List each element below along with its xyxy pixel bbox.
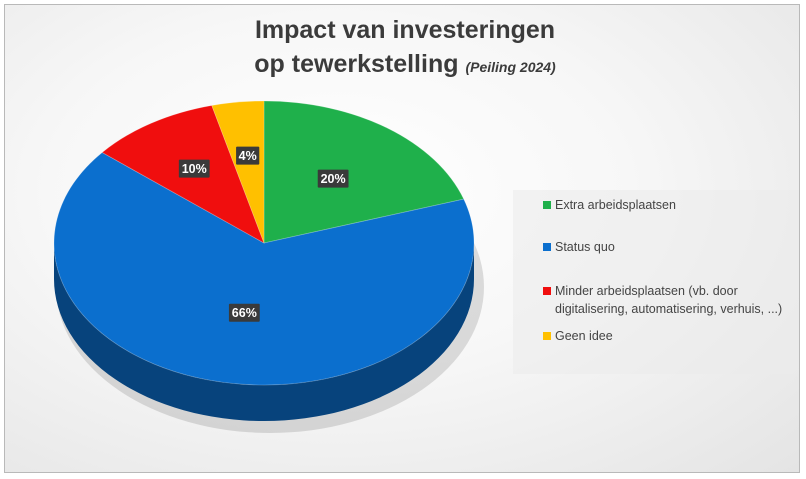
legend-item-minder: Minder arbeidsplaatsen (vb. door digital…	[543, 282, 805, 318]
legend-label-geen-idee: Geen idee	[555, 329, 613, 343]
legend-label-status-quo: Status quo	[555, 240, 615, 254]
legend-swatch-minder	[543, 287, 551, 295]
pie-chart: 20% 66% 10% 4%	[53, 100, 484, 433]
chart-subtitle: (Peiling 2024)	[465, 59, 556, 75]
legend-swatch-geen-idee	[543, 332, 551, 340]
data-label-text-status-quo: 66%	[232, 306, 257, 320]
legend-label-minder: Minder arbeidsplaatsen (vb. door digital…	[555, 284, 783, 316]
data-label-bg-extra	[317, 169, 349, 188]
legend-label-extra: Extra arbeidsplaatsen	[555, 198, 676, 212]
legend-swatch-extra	[543, 201, 551, 209]
data-label-bg-minder	[178, 159, 210, 178]
data-label-text-extra: 20%	[321, 172, 346, 186]
data-label-bg-geen-idee	[236, 146, 260, 165]
data-label-text-geen-idee: 4%	[239, 149, 257, 163]
pie-slice-status-quo	[53, 152, 475, 386]
chart-frame: Impact van investeringen op tewerkstelli…	[4, 4, 800, 473]
data-label-bg-status-quo	[228, 303, 260, 322]
legend-item-status-quo: Status quo	[543, 238, 805, 256]
data-label-status-quo: 66%	[228, 303, 260, 322]
pie-slice-geen-idee	[211, 100, 265, 244]
title-line-2-text: op tewerkstelling	[254, 50, 459, 78]
legend-item-extra: Extra arbeidsplaatsen	[543, 196, 805, 214]
pie-slice-extra	[263, 100, 465, 244]
title-line-1: Impact van investeringen	[254, 16, 556, 44]
data-label-geen-idee: 4%	[236, 146, 260, 165]
chart-legend: Extra arbeidsplaatsen Status quo Minder …	[513, 190, 799, 374]
pie-side-status-quo	[54, 243, 474, 421]
legend-swatch-status-quo	[543, 243, 551, 251]
data-label-extra: 20%	[317, 169, 349, 188]
data-label-text-minder: 10%	[182, 162, 207, 176]
legend-item-geen-idee: Geen idee	[543, 327, 805, 345]
chart-title: Impact van investeringen op tewerkstelli…	[125, 13, 685, 84]
data-label-minder: 10%	[178, 159, 210, 178]
title-line-2: op tewerkstelling (Peiling 2024)	[125, 47, 685, 84]
